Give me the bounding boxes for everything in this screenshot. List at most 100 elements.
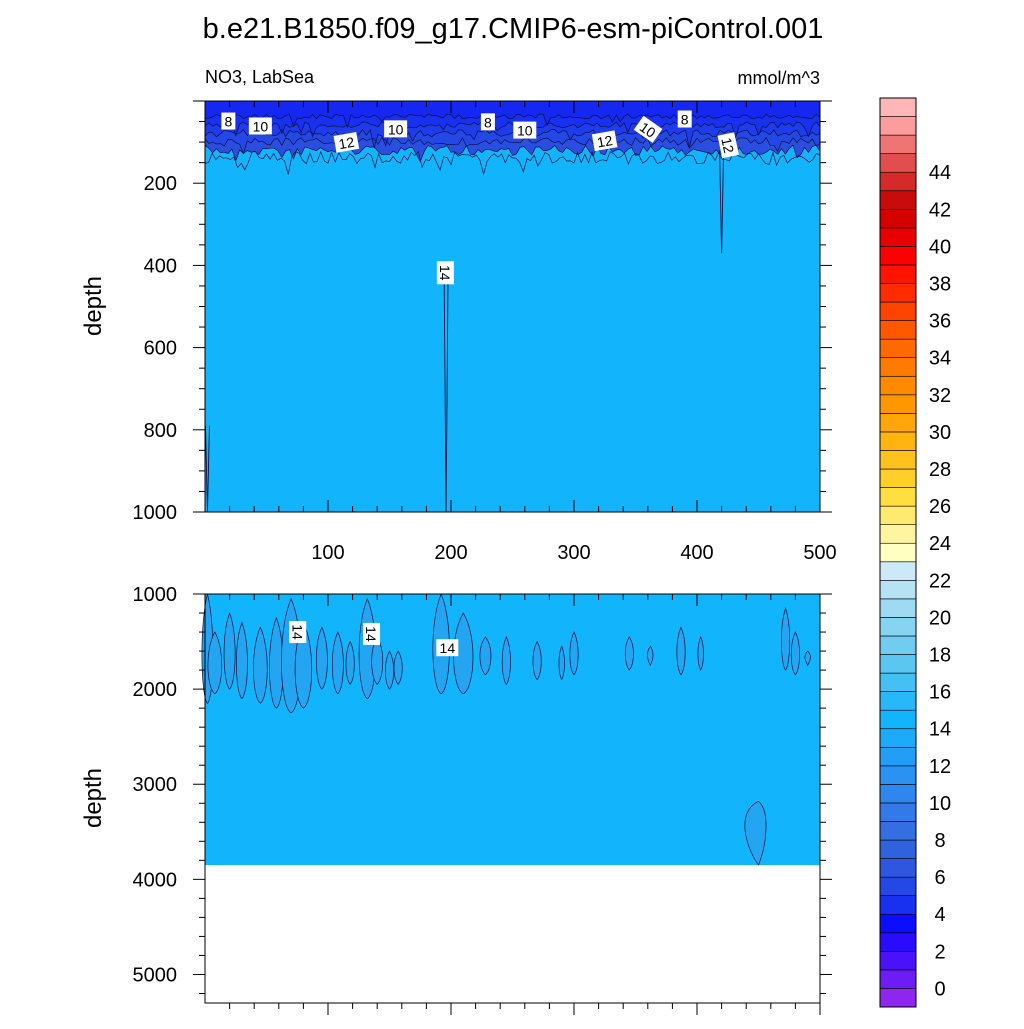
plumes <box>201 593 811 866</box>
upper-y-axis-label: depth <box>80 276 107 336</box>
contour-label: 12 <box>333 132 360 153</box>
colorbar-swatch <box>879 190 917 210</box>
colorbar-swatch <box>879 746 917 767</box>
colorbar-swatch <box>879 691 917 711</box>
contour-label-box <box>289 621 307 644</box>
colorbar-swatch <box>879 635 917 655</box>
y-tick-label: 200 <box>144 173 177 195</box>
contour-label-box <box>677 110 692 128</box>
colorbar-swatch <box>879 969 917 989</box>
plume <box>253 626 268 704</box>
y-tick-label: 1000 <box>133 584 178 606</box>
colorbar-frame <box>879 97 917 1008</box>
colorbar-swatch <box>879 932 917 952</box>
plume <box>294 621 313 709</box>
plume <box>804 650 811 667</box>
colorbar-swatch <box>879 413 917 433</box>
colorbar: 0246810121416182022242628303234363840424… <box>879 97 951 1008</box>
contour-label: 14 <box>436 261 454 285</box>
colorbar-label: 24 <box>929 533 951 555</box>
contour-label-text: 14 <box>437 265 453 281</box>
contour-label-box <box>333 132 360 153</box>
contour-label-box <box>384 120 408 138</box>
colorbar-swatch <box>879 487 917 507</box>
plume <box>223 611 236 690</box>
deep-feature <box>744 800 767 866</box>
contour-label-text: 10 <box>253 118 269 134</box>
plume <box>624 636 634 671</box>
colorbar-swatch <box>879 821 917 841</box>
plume <box>371 636 384 685</box>
colorbar-swatch <box>879 283 917 303</box>
colorbar-label: 4 <box>934 904 945 926</box>
contour-label: 8 <box>480 113 495 131</box>
contour-spike <box>719 150 725 254</box>
contour-line <box>204 121 821 140</box>
colorbar-label: 20 <box>929 607 951 629</box>
lower-panel: 14 14 14 1000 2000 3000 4000 5000 depth <box>80 584 832 1015</box>
colorbar-swatch <box>879 394 917 414</box>
contour-label-text: 8 <box>224 114 232 130</box>
plume <box>345 640 355 685</box>
colorbar-swatch <box>879 264 917 284</box>
colorbar-swatch <box>879 542 917 563</box>
contour-label-box <box>633 115 663 143</box>
contour-line <box>204 137 821 155</box>
colorbar-swatch <box>879 450 917 470</box>
plume <box>676 626 686 676</box>
colorbar-swatch <box>879 765 917 785</box>
colorbar-swatch <box>879 505 917 525</box>
colorbar-swatch <box>879 839 917 859</box>
colorbar-label: 38 <box>929 274 951 296</box>
colorbar-label: 30 <box>929 422 951 444</box>
colorbar-label: 34 <box>929 348 951 370</box>
plume <box>315 626 328 690</box>
plume <box>790 631 800 676</box>
contour-line <box>204 150 821 176</box>
colorbar-swatch <box>879 97 917 117</box>
y-tick-label: 400 <box>144 255 177 277</box>
y-tick-label: 800 <box>144 420 177 442</box>
contour-label-box <box>480 113 495 131</box>
contour-label-text: 10 <box>517 123 533 139</box>
units-label: mmol/m^3 <box>738 68 820 88</box>
colorbar-label: 42 <box>929 199 951 221</box>
plume <box>697 635 704 671</box>
colorbar-swatch <box>879 153 917 173</box>
y-tick-label: 2000 <box>133 679 178 701</box>
y-tick-label: 3000 <box>133 774 178 796</box>
colorbar-label: 12 <box>929 756 951 778</box>
contour-label-box <box>363 622 381 645</box>
colorbar-label: 22 <box>929 570 951 592</box>
upper-panel: 8 10 12 10 8 10 12 10 8 12 14 100 200 300 400 500 200 400… <box>80 100 837 564</box>
colorbar-swatch <box>879 338 917 359</box>
contour-label-box <box>436 261 454 285</box>
colorbar-swatch <box>879 988 917 1008</box>
contour-label-box <box>248 117 272 135</box>
y-tick-label: 5000 <box>133 964 178 986</box>
contour-label: 10 <box>248 117 272 135</box>
contour-line <box>204 128 821 149</box>
variable-label: NO3, LabSea <box>205 67 315 87</box>
contour-label: 14 <box>289 621 307 644</box>
colorbar-swatch <box>879 728 917 748</box>
contour-label-text: 12 <box>718 136 737 155</box>
upper-contour-labels: 8 10 12 10 8 10 12 10 8 12 14 <box>221 110 739 285</box>
contour-label: 10 <box>384 120 408 138</box>
x-tick-label: 100 <box>311 542 344 564</box>
contour-label: 14 <box>436 639 459 657</box>
colorbar-swatch <box>879 227 917 247</box>
surface-band <box>205 101 820 128</box>
colorbar-swatch <box>879 171 917 192</box>
colorbar-swatch <box>879 895 917 915</box>
contour-label-text: 14 <box>440 640 456 656</box>
plume <box>207 631 223 695</box>
contour-label-box <box>717 132 739 159</box>
plume <box>385 650 394 690</box>
x-tick-label: 300 <box>557 542 590 564</box>
colorbar-swatch <box>879 320 917 340</box>
contour-label-box <box>513 121 537 139</box>
contour-label-text: 12 <box>596 132 614 150</box>
plume <box>331 631 344 695</box>
